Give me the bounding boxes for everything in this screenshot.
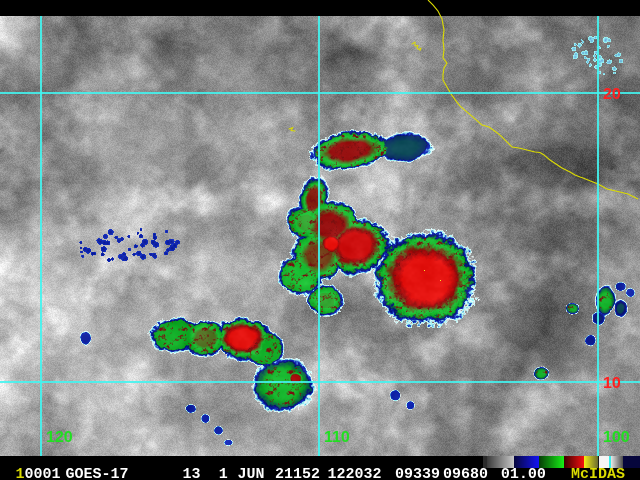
svg-text:110: 110 bbox=[324, 429, 350, 446]
svg-text:100: 100 bbox=[603, 429, 630, 446]
svg-text:01.00: 01.00 bbox=[501, 466, 546, 480]
svg-text:1: 1 bbox=[16, 466, 25, 480]
svg-text:10: 10 bbox=[603, 375, 621, 392]
svg-text:09680: 09680 bbox=[443, 466, 488, 480]
svg-text:120: 120 bbox=[46, 429, 73, 446]
svg-text:GOES-17: GOES-17 bbox=[66, 466, 129, 480]
svg-text:13: 13 bbox=[183, 466, 201, 480]
svg-text:McIDAS: McIDAS bbox=[571, 466, 625, 480]
svg-text:1: 1 bbox=[219, 466, 228, 480]
svg-text:122032: 122032 bbox=[328, 466, 382, 480]
svg-text:20: 20 bbox=[603, 86, 621, 103]
svg-text:JUN: JUN bbox=[238, 466, 265, 480]
svg-text:0001: 0001 bbox=[25, 466, 61, 480]
svg-text:09339: 09339 bbox=[395, 466, 440, 480]
svg-text:21152: 21152 bbox=[275, 466, 320, 480]
